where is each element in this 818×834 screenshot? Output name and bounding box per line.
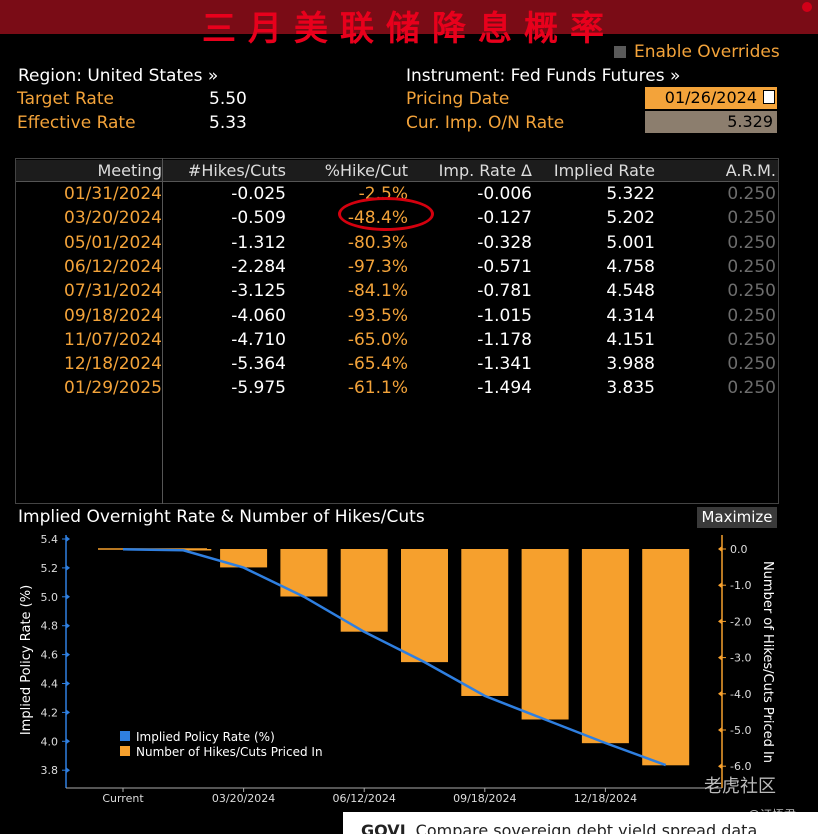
calendar-icon[interactable]	[763, 90, 775, 104]
target-rate-value: 5.50	[209, 89, 247, 109]
cell-imp-rate-delta: -0.571	[477, 256, 532, 277]
cell-pct-hike-cut: -61.1%	[347, 378, 408, 399]
cell-pct-hike-cut: -93.5%	[347, 305, 408, 326]
target-rate-label: Target Rate	[17, 89, 114, 109]
cur-imp-rate-label: Cur. Imp. O/N Rate	[406, 113, 565, 133]
cell-meeting: 01/29/2025	[64, 378, 162, 399]
header-arm[interactable]: A.R.M.	[725, 161, 776, 180]
table-divider	[162, 158, 163, 504]
cell-hikes-cuts: -5.975	[231, 378, 286, 399]
cell-implied-rate: 4.758	[606, 256, 655, 277]
banner-title: 三月美联储降息概率	[202, 9, 616, 49]
watermark-text: 老虎社区	[704, 776, 776, 797]
cell-pct-hike-cut: -84.1%	[347, 281, 408, 302]
instrument-selector[interactable]: Instrument: Fed Funds Futures »	[406, 64, 680, 88]
cell-pct-hike-cut: -80.3%	[347, 232, 408, 253]
cell-meeting: 05/01/2024	[64, 232, 162, 253]
cell-arm: 0.250	[727, 281, 776, 302]
cell-hikes-cuts: -0.025	[231, 184, 286, 204]
cell-arm: 0.250	[727, 305, 776, 326]
cell-imp-rate-delta: -1.015	[477, 305, 532, 326]
cell-hikes-cuts: -2.284	[231, 256, 286, 277]
bottom-text: Compare sovereign debt yield spread data	[415, 821, 758, 834]
cell-imp-rate-delta: -0.006	[477, 184, 532, 204]
chart-title: Implied Overnight Rate & Number of Hikes…	[18, 507, 425, 527]
region-selector[interactable]: Region: United States »	[18, 64, 218, 88]
cell-hikes-cuts: -1.312	[231, 232, 286, 253]
cell-arm: 0.250	[727, 208, 776, 229]
top-banner	[0, 0, 818, 34]
cell-implied-rate: 4.314	[606, 305, 655, 326]
header-pct-hike-cut[interactable]: %Hike/Cut	[324, 161, 408, 180]
maximize-button[interactable]: Maximize	[697, 507, 777, 528]
meetings-table	[15, 158, 779, 504]
table-row[interactable]: 11/07/2024 -4.710 -65.0% -1.178 4.151 0.250	[16, 328, 778, 352]
cell-pct-hike-cut: -97.3%	[347, 256, 408, 277]
cell-arm: 0.250	[727, 354, 776, 375]
cell-implied-rate: 4.151	[606, 329, 655, 350]
pricing-date-label: Pricing Date	[406, 89, 510, 109]
cell-implied-rate: 5.202	[606, 208, 655, 229]
cell-meeting: 09/18/2024	[64, 305, 162, 326]
bottom-code: GOVI	[361, 821, 406, 834]
table-row[interactable]: 12/18/2024 -5.364 -65.4% -1.341 3.988 0.250	[16, 352, 778, 376]
cell-implied-rate: 4.548	[606, 281, 655, 302]
cell-meeting: 12/18/2024	[64, 354, 162, 375]
highlight-circle	[338, 197, 434, 231]
table-row[interactable]: 07/31/2024 -3.125 -84.1% -0.781 4.548 0.250	[16, 279, 778, 303]
close-dot-icon[interactable]	[802, 2, 812, 12]
cell-imp-rate-delta: -1.494	[477, 378, 532, 399]
cell-implied-rate: 5.322	[606, 184, 655, 204]
cell-meeting: 11/07/2024	[64, 329, 162, 350]
cell-pct-hike-cut: -65.4%	[347, 354, 408, 375]
cell-meeting: 06/12/2024	[64, 256, 162, 277]
effective-rate-label: Effective Rate	[17, 113, 136, 133]
cell-imp-rate-delta: -0.328	[477, 232, 532, 253]
cell-arm: 0.250	[727, 256, 776, 277]
bottom-bar[interactable]: GOVI Compare sovereign debt yield spread …	[343, 812, 818, 834]
table-row[interactable]: 09/18/2024 -4.060 -93.5% -1.015 4.314 0.250	[16, 304, 778, 328]
header-hikes-cuts[interactable]: #Hikes/Cuts	[187, 161, 286, 180]
table-row[interactable]: 01/29/2025 -5.975 -61.1% -1.494 3.835 0.250	[16, 376, 778, 400]
cell-hikes-cuts: -3.125	[231, 281, 286, 302]
cur-imp-rate-value: 5.329	[727, 112, 773, 131]
table-row[interactable]: 06/12/2024 -2.284 -97.3% -0.571 4.758 0.250	[16, 255, 778, 279]
cell-implied-rate: 3.988	[606, 354, 655, 375]
enable-overrides-label: Enable Overrides	[634, 42, 780, 62]
pricing-date-input[interactable]: 01/26/2024	[645, 87, 777, 109]
cell-arm: 0.250	[727, 378, 776, 399]
instrument-label: Instrument: Fed Funds Futures »	[406, 66, 681, 86]
cell-imp-rate-delta: -0.127	[477, 208, 532, 229]
cell-meeting: 03/20/2024	[64, 208, 162, 229]
cell-implied-rate: 3.835	[606, 378, 655, 399]
cell-meeting: 07/31/2024	[64, 281, 162, 302]
checkbox-icon[interactable]	[614, 46, 626, 58]
table-row[interactable]: 05/01/2024 -1.312 -80.3% -0.328 5.001 0.250	[16, 231, 778, 255]
cell-imp-rate-delta: -0.781	[477, 281, 532, 302]
cell-hikes-cuts: -4.710	[231, 329, 286, 350]
table-header: Meeting #Hikes/Cuts %Hike/Cut Imp. Rate …	[16, 160, 778, 182]
header-imp-rate-delta[interactable]: Imp. Rate Δ	[438, 161, 532, 180]
cell-hikes-cuts: -4.060	[231, 305, 286, 326]
cell-arm: 0.250	[727, 329, 776, 350]
cell-pct-hike-cut: -65.0%	[347, 329, 408, 350]
cell-arm: 0.250	[727, 232, 776, 253]
pricing-date-value: 01/26/2024	[664, 88, 757, 107]
cell-hikes-cuts: -0.509	[231, 208, 286, 229]
cell-imp-rate-delta: -1.178	[477, 329, 532, 350]
header-implied-rate[interactable]: Implied Rate	[553, 161, 655, 180]
cell-meeting: 01/31/2024	[64, 184, 162, 204]
cell-imp-rate-delta: -1.341	[477, 354, 532, 375]
cell-arm: 0.250	[727, 184, 776, 204]
cell-hikes-cuts: -5.364	[231, 354, 286, 375]
effective-rate-value: 5.33	[209, 113, 247, 133]
region-label: Region: United States »	[18, 66, 219, 86]
cell-implied-rate: 5.001	[606, 232, 655, 253]
enable-overrides-toggle[interactable]: Enable Overrides	[614, 42, 780, 62]
cur-imp-rate-input[interactable]: 5.329	[645, 111, 777, 133]
header-meeting[interactable]: Meeting	[97, 161, 162, 180]
chart-area	[16, 529, 778, 811]
